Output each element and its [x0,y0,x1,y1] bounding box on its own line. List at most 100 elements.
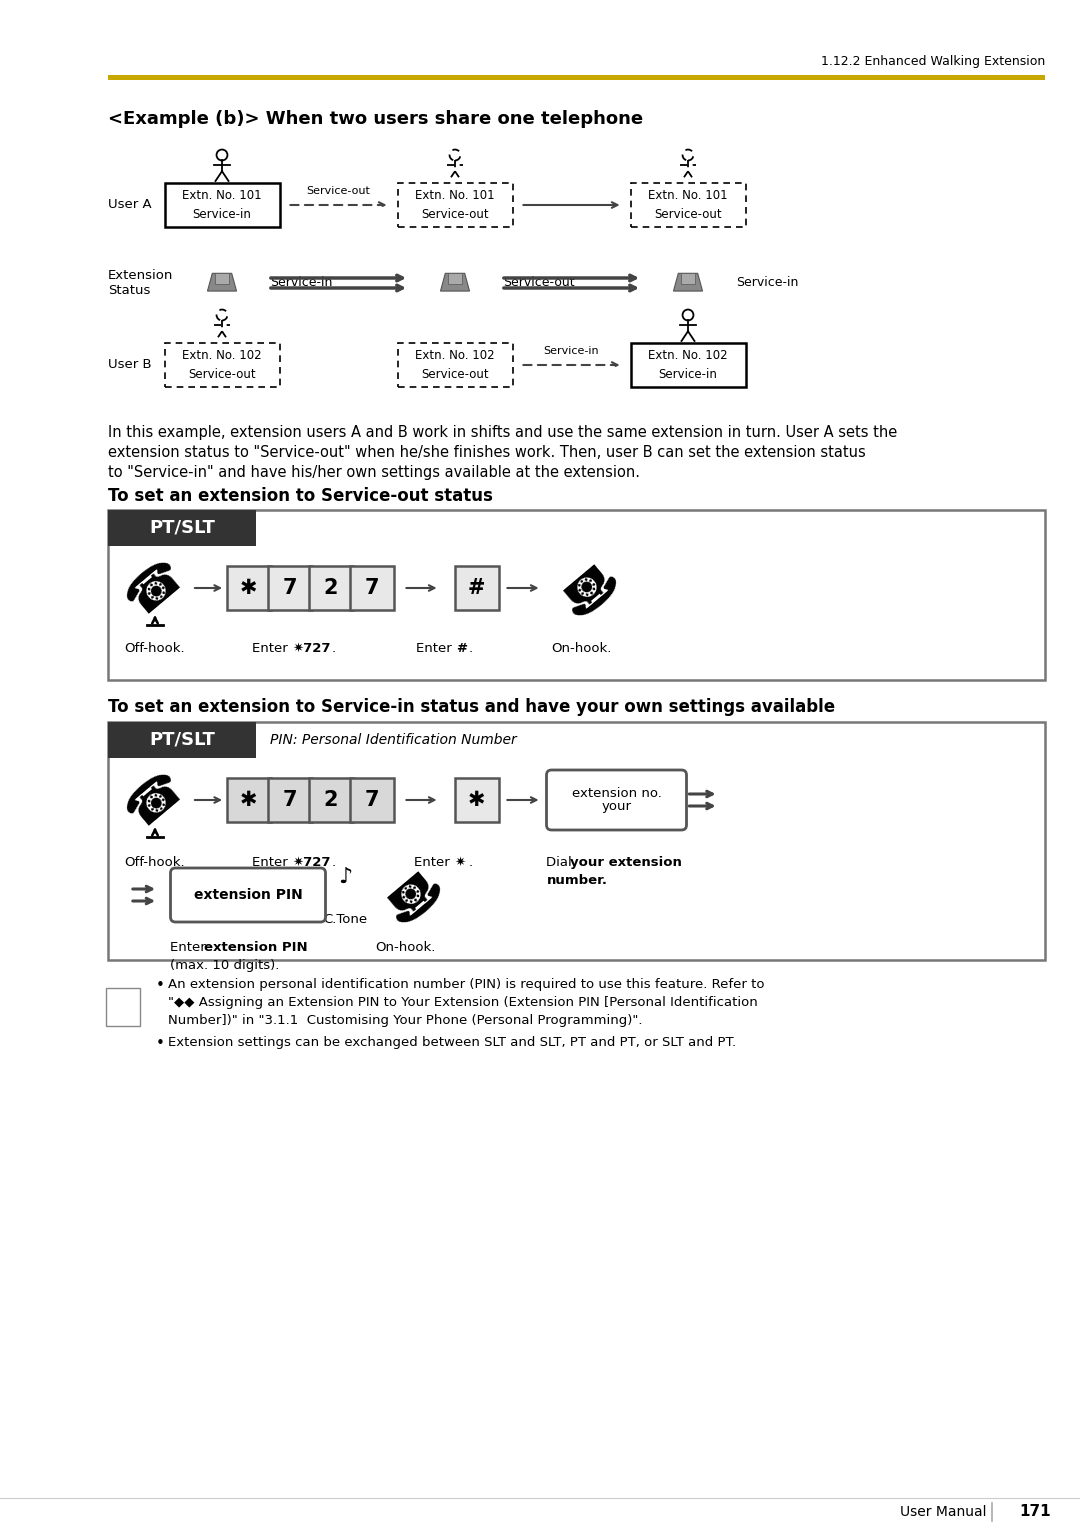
Text: ✱: ✱ [240,789,257,809]
Text: 7: 7 [364,789,379,809]
FancyBboxPatch shape [227,567,270,609]
Bar [448,273,462,284]
Text: ✷727: ✷727 [292,857,330,869]
Text: #: # [457,641,468,655]
Text: PT/SLT: PT/SLT [149,519,215,538]
Text: extension PIN: extension PIN [193,889,302,902]
Circle shape [216,150,228,160]
Text: Service-out: Service-out [421,208,489,221]
Text: User B: User B [108,359,151,371]
Text: On-hook.: On-hook. [551,641,611,655]
Text: .: . [332,641,336,655]
Text: To set an extension to Service-in status and have your own settings available: To set an extension to Service-in status… [108,698,835,716]
Text: (max. 10 digits).: (max. 10 digits). [170,959,280,973]
Text: Extension
Status: Extension Status [108,269,174,296]
Text: An extension personal identification number (PIN) is required to use this featur: An extension personal identification num… [168,977,765,991]
Text: #: # [468,579,485,599]
FancyBboxPatch shape [227,777,270,822]
Text: Service-out: Service-out [654,208,721,221]
Text: 2: 2 [323,789,338,809]
Text: Extn. No. 102: Extn. No. 102 [648,348,728,362]
Text: Service-in: Service-in [543,347,599,356]
Bar [681,273,694,284]
Text: your extension: your extension [569,857,681,869]
FancyBboxPatch shape [455,567,499,609]
Text: 7: 7 [364,579,379,599]
Text: Extension settings can be exchanged between SLT and SLT, PT and PT, or SLT and P: Extension settings can be exchanged betw… [168,1035,737,1049]
Text: extension no.: extension no. [571,786,661,800]
Bar [106,988,140,1026]
Text: <Example (b)> When two users share one telephone: <Example (b)> When two users share one t… [108,110,643,128]
Text: •: • [156,1035,165,1051]
Polygon shape [674,273,702,292]
Text: ♪: ♪ [338,867,352,887]
Bar [397,183,513,228]
Text: 7: 7 [282,579,297,599]
Text: .: . [469,641,473,655]
Text: Enter: Enter [252,857,292,869]
Text: your: your [602,800,632,814]
Bar [397,344,513,386]
FancyBboxPatch shape [309,567,352,609]
Text: Enter: Enter [170,941,210,954]
Text: To set an extension to Service-out status: To set an extension to Service-out statu… [108,487,492,505]
FancyBboxPatch shape [309,777,352,822]
Text: Enter: Enter [252,641,292,655]
Text: •: • [156,977,165,993]
FancyBboxPatch shape [268,777,311,822]
Text: .: . [332,857,336,869]
Text: Service-in: Service-in [735,276,798,290]
Bar [108,510,256,547]
Text: C.Tone: C.Tone [323,913,367,925]
Bar [108,722,256,757]
Text: Service-out: Service-out [421,368,489,382]
Text: 7: 7 [282,789,297,809]
Text: Off-hook.: Off-hook. [124,641,186,655]
Bar [108,510,1045,680]
FancyBboxPatch shape [171,867,325,922]
Bar [164,183,280,228]
FancyBboxPatch shape [455,777,499,822]
Text: ✏: ✏ [110,986,122,1000]
Text: PT/SLT: PT/SLT [149,731,215,750]
Text: Extn. No. 102: Extn. No. 102 [415,348,495,362]
FancyBboxPatch shape [350,567,393,609]
Circle shape [216,310,228,321]
Bar [108,75,1045,79]
Text: ☎: ☎ [366,857,444,933]
Text: Dial: Dial [546,857,577,869]
Text: 1.12.2 Enhanced Walking Extension: 1.12.2 Enhanced Walking Extension [821,55,1045,69]
Text: Service-out: Service-out [503,276,575,290]
Text: ✷727: ✷727 [292,641,330,655]
Text: ☎: ☎ [543,550,620,626]
Text: PIN: Personal Identification Number: PIN: Personal Identification Number [270,733,516,747]
Text: ☎: ☎ [117,762,193,838]
Text: ✱: ✱ [468,789,485,809]
Text: ✱: ✱ [240,579,257,599]
Text: 2: 2 [323,579,338,599]
Text: ✷: ✷ [455,857,465,869]
Text: Off-hook.: Off-hook. [124,857,186,869]
Text: Service-in: Service-in [192,208,252,221]
Text: extension PIN: extension PIN [204,941,308,954]
Text: Number])" in "3.1.1  Customising Your Phone (Personal Programming)".: Number])" in "3.1.1 Customising Your Pho… [168,1014,643,1028]
Text: extension status to "Service-out" when he/she finishes work. Then, user B can se: extension status to "Service-out" when h… [108,444,866,460]
Bar [631,183,745,228]
Bar [215,273,229,284]
Text: Service-out: Service-out [307,186,370,195]
Text: User A: User A [108,199,151,212]
FancyBboxPatch shape [350,777,393,822]
Text: 171: 171 [1020,1504,1051,1519]
Text: "◆◆ Assigning an Extension PIN to Your Extension (Extension PIN [Personal Identi: "◆◆ Assigning an Extension PIN to Your E… [168,996,758,1009]
Text: Extn. No. 101: Extn. No. 101 [415,189,495,202]
Circle shape [683,310,693,321]
Text: Enter: Enter [415,857,455,869]
FancyBboxPatch shape [268,567,311,609]
Bar [631,344,745,386]
Text: In this example, extension users A and B work in shifts and use the same extensi: In this example, extension users A and B… [108,425,897,440]
Bar [108,722,1045,960]
Polygon shape [207,273,237,292]
Text: Service-out: Service-out [188,368,256,382]
Text: Extn. No. 101: Extn. No. 101 [648,189,728,202]
Circle shape [683,150,693,160]
